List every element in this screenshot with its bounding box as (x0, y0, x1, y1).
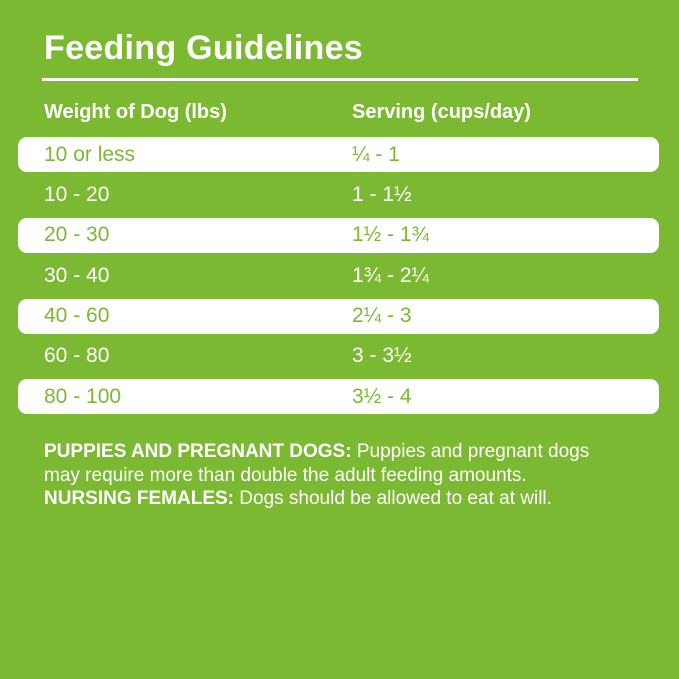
serving-cell: 3 - 3½ (352, 344, 412, 368)
table-row: 40 - 60 2¼ - 3 (18, 298, 659, 334)
weight-cell: 10 - 20 (44, 182, 110, 206)
weight-cell: 10 or less (44, 142, 136, 166)
serving-cell: 2¼ - 3 (352, 304, 412, 328)
nursing-females-text: Dogs should be allowed to eat at will. (239, 488, 552, 509)
column-header-serving: Serving (cups/day) (352, 101, 531, 123)
feeding-table: 10 or less ¼ - 1 10 - 20 1 - 1½ 20 - 30 … (18, 137, 659, 415)
serving-cell: ¼ - 1 (352, 142, 400, 166)
puppies-pregnant-text: Puppies and pregnant dogs may require mo… (44, 441, 590, 486)
serving-cell: 1 - 1½ (352, 182, 412, 206)
page-title: Feeding Guidelines (44, 29, 364, 67)
title-divider (42, 78, 638, 81)
weight-cell: 30 - 40 (44, 263, 110, 287)
table-row: 10 or less ¼ - 1 (18, 137, 659, 172)
serving-cell: 1¾ - 2¼ (352, 263, 430, 287)
table-row: 30 - 40 1¾ - 2¼ (18, 258, 659, 293)
puppies-pregnant-label: PUPPIES AND PREGNANT DOGS: (44, 441, 352, 462)
weight-cell: 20 - 30 (44, 223, 110, 247)
table-header-row: Weight of Dog (lbs) Serving (cups/day) (44, 102, 531, 122)
serving-cell: 1½ - 1¾ (352, 223, 430, 247)
feeding-notes: PUPPIES AND PREGNANT DOGS: Puppies and p… (44, 440, 592, 511)
table-row: 60 - 80 3 - 3½ (18, 339, 659, 374)
column-header-weight: Weight of Dog (lbs) (44, 101, 227, 123)
serving-cell: 3½ - 4 (352, 384, 412, 408)
table-row: 10 - 20 1 - 1½ (18, 177, 659, 212)
table-row: 80 - 100 3½ - 4 (18, 379, 659, 415)
nursing-females-label: NURSING FEMALES: (44, 488, 234, 509)
table-row: 20 - 30 1½ - 1¾ (18, 217, 659, 253)
weight-cell: 60 - 80 (44, 344, 110, 368)
weight-cell: 40 - 60 (44, 304, 110, 328)
weight-cell: 80 - 100 (44, 384, 122, 408)
